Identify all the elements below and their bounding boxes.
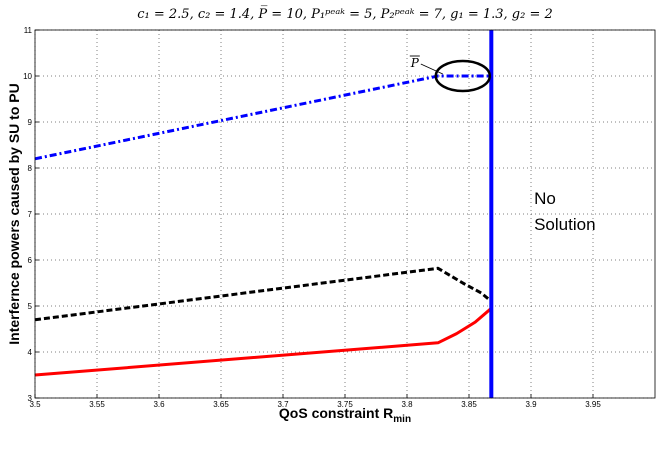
- x-tick-label: 3.85: [461, 400, 477, 409]
- pbar-pointer-line: [420, 63, 443, 75]
- pbar-label: P: [410, 56, 420, 70]
- y-tick-label: 4: [28, 348, 33, 357]
- x-tick-label: 3.5: [29, 400, 41, 409]
- x-tick-label: 3.7: [277, 400, 289, 409]
- x-axis-label-subscript: min: [393, 414, 411, 425]
- y-tick-label: 11: [24, 26, 33, 35]
- x-tick-label: 3.55: [89, 400, 105, 409]
- series-line-2: [34, 307, 493, 377]
- y-axis-label: Interfernce powers caused by SU to PU: [6, 83, 22, 344]
- x-tick-label: 3.9: [525, 400, 537, 409]
- annotation-layer: No Solution P: [409, 55, 596, 234]
- y-tick-label: 8: [28, 164, 33, 173]
- series-line-0: [34, 74, 492, 161]
- x-tick-label: 3.6: [153, 400, 165, 409]
- series-layer: [34, 74, 493, 377]
- y-tick-label: 6: [28, 256, 33, 265]
- y-tick-label: 7: [28, 210, 33, 219]
- chart-title: c₁ = 2.5, c₂ = 1.4, P̅ = 10, P₁ᵖᵉᵃᵏ = 5,…: [137, 6, 553, 22]
- x-tick-label: 3.8: [401, 400, 413, 409]
- x-tick-label: 3.65: [213, 400, 229, 409]
- series-line-1: [34, 266, 493, 322]
- x-axis-label: QoS constraint Rmin: [279, 405, 411, 425]
- pbar-highlight-ellipse: [434, 59, 492, 93]
- x-tick-label: 3.75: [337, 400, 353, 409]
- no-solution-label-line1: No: [534, 189, 556, 208]
- x-tick-label: 3.95: [585, 400, 601, 409]
- y-tick-label: 10: [23, 72, 32, 81]
- y-tick-label: 5: [28, 302, 33, 311]
- no-solution-label-line2: Solution: [534, 215, 595, 234]
- x-axis-label-main: QoS constraint R: [279, 405, 393, 421]
- tick-layer: 3.5 3.55 3.6 3.65 3.7 3.75 3.8 3.85 3.9 3.95 3 4 5 6 7…: [23, 26, 601, 409]
- y-tick-label: 3: [28, 394, 33, 403]
- y-tick-label: 9: [28, 118, 33, 127]
